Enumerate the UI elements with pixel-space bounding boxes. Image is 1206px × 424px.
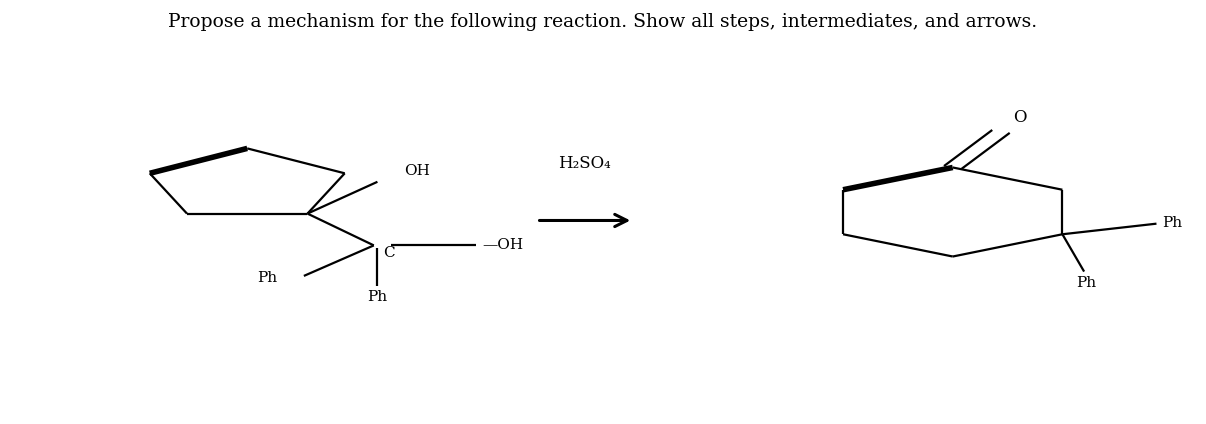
Text: Ph: Ph <box>1163 216 1183 230</box>
Text: Ph: Ph <box>1077 276 1096 290</box>
Text: Ph: Ph <box>257 271 277 285</box>
Text: O: O <box>1013 109 1026 126</box>
Text: —OH: —OH <box>482 238 523 252</box>
Text: H₂SO₄: H₂SO₄ <box>558 155 611 172</box>
Text: Propose a mechanism for the following reaction. Show all steps, intermediates, a: Propose a mechanism for the following re… <box>169 13 1037 31</box>
Text: OH: OH <box>404 165 429 179</box>
Text: Ph: Ph <box>368 290 387 304</box>
Text: C: C <box>384 246 396 260</box>
